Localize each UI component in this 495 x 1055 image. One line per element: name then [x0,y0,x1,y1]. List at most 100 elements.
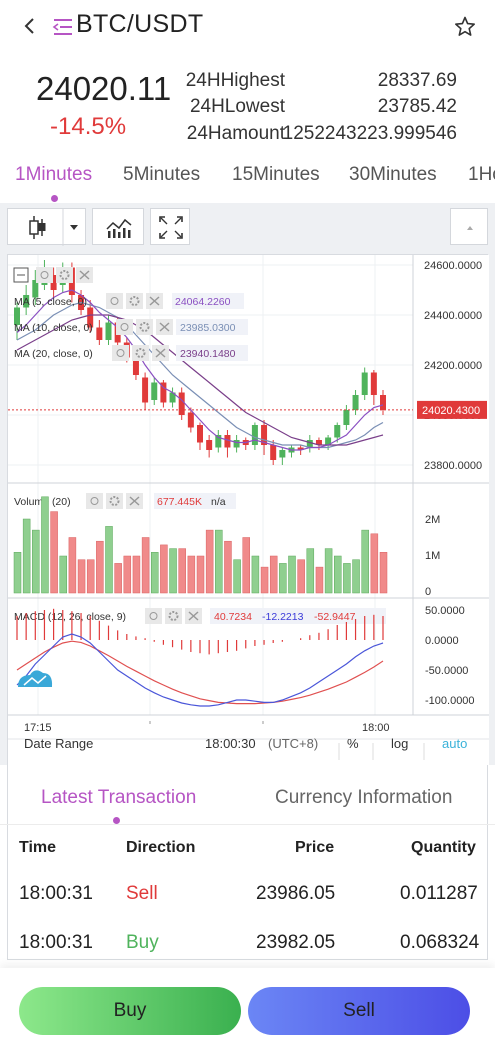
tab-15minutes[interactable]: 15Minutes [232,164,320,185]
gear-icon [135,348,146,358]
macd-value-1: 40.7234 [214,611,252,623]
cell-direction: Sell [126,883,158,904]
favorite-button[interactable] [453,15,477,39]
percent-scale-toggle[interactable]: % [347,736,359,751]
volume-bar [352,559,360,594]
ma-legend-value: 24064.2260 [175,296,231,308]
close-icon [149,296,160,306]
fullscreen-icon [159,216,183,239]
macd-legend-label: MACD (12, 26, close, 9) [14,611,126,623]
tab-30minutes[interactable]: 30Minutes [349,164,437,185]
volume-bar [379,552,388,594]
section-tabs: Latest Transaction Currency Information [0,775,495,825]
stat-label-amount: 24Hamount [186,123,285,144]
trading-chart[interactable]: 24600.000024400.000024200.000024000.0000… [7,254,489,960]
candle-body [370,372,377,395]
gear-icon [109,496,120,506]
tab-1minutes[interactable]: 1Minutes [15,164,93,185]
volume-bar [279,563,287,594]
volume-bar [86,559,95,594]
volume-bar [251,555,260,594]
candle-body [160,382,167,403]
volume-bar [22,518,31,594]
volume-value: 677.445K [157,496,202,508]
candle-body [169,392,176,403]
candle-body [224,435,231,448]
ma-eye-icon [106,293,123,309]
candle-body [132,357,139,375]
candle-body [87,307,94,328]
tab-1hour[interactable]: 1Ho [468,164,495,185]
collapse-button[interactable] [450,208,488,245]
action-bar: Buy Sell [0,968,495,1055]
chevron-up-icon [467,226,473,230]
eye-icon [116,349,125,357]
menu-button[interactable] [52,16,74,38]
volume-bar [205,529,214,594]
candle-body [14,307,20,325]
volume-bar [151,552,159,594]
candle-body [96,327,103,340]
stat-label-high: 24HHighest [185,70,285,91]
pair-title: BTC/USDT [76,10,204,38]
indicators-icon [106,218,132,238]
fullscreen-button[interactable] [150,208,190,245]
volume-bar [160,544,168,594]
macd-axis-label: -50.0000 [425,665,468,677]
volume-axis-label: 2M [425,514,440,526]
volume-bar [114,563,122,594]
candle-body [233,440,240,448]
table-row: 18:00:31 Sell 23986.05 0.011287 [0,883,495,923]
vol-gear-icon [106,493,123,509]
close-icon [155,348,166,358]
ma-gear-icon [132,345,149,361]
cell-quantity: 0.068324 [400,932,480,953]
tab-5minutes[interactable]: 5Minutes [123,164,201,185]
macd-axis-label: 0.0000 [425,635,459,647]
volume-bar [96,540,104,594]
price-change: -14.5% [50,113,127,140]
candle-body [270,445,277,460]
star-icon [455,16,475,36]
ma-legend-value: 23940.1480 [180,348,236,360]
log-scale-toggle[interactable]: log [391,736,409,751]
auto-scale-toggle[interactable]: auto [442,736,468,751]
volume-bar [169,548,177,594]
volume-bar [105,526,113,594]
date-range-label[interactable]: Date Range [24,736,94,751]
price-axis-label: 23800.0000 [424,460,482,472]
ma-value-bg [176,345,248,361]
tab-currency-information[interactable]: Currency Information [275,787,453,808]
candle-body [297,447,304,450]
volume-bar [13,552,22,594]
indicators-button[interactable] [92,208,144,245]
ma-legend-label: MA (5, close, 0) [14,296,87,308]
eye-icon [110,297,119,305]
back-button[interactable] [20,12,42,40]
macd-gear-icon [165,608,182,624]
active-tab-indicator [51,195,58,202]
volume-bar [306,548,315,594]
sell-button[interactable]: Sell [248,987,470,1035]
close-icon [79,270,90,280]
volume-bar [32,529,40,594]
close-icon [129,496,140,506]
close-icon [188,611,199,621]
cell-time: 18:00:31 [19,932,93,953]
cell-price: 23982.05 [256,932,336,953]
cell-price: 23986.05 [256,883,336,904]
ma-gear-icon [126,293,143,309]
candle-body [187,412,194,428]
macd-eye-icon [145,608,162,624]
candle-body [325,437,332,445]
volume-value-na: n/a [211,496,226,508]
candle-body [361,372,368,395]
cell-direction: Buy [126,932,159,953]
volume-bar [196,555,205,594]
volume-bar [343,563,351,594]
chart-type-button[interactable] [7,208,86,246]
buy-button[interactable]: Buy [19,987,241,1035]
price-axis-label: 24200.0000 [424,360,482,372]
tab-latest-transaction[interactable]: Latest Transaction [41,787,197,808]
